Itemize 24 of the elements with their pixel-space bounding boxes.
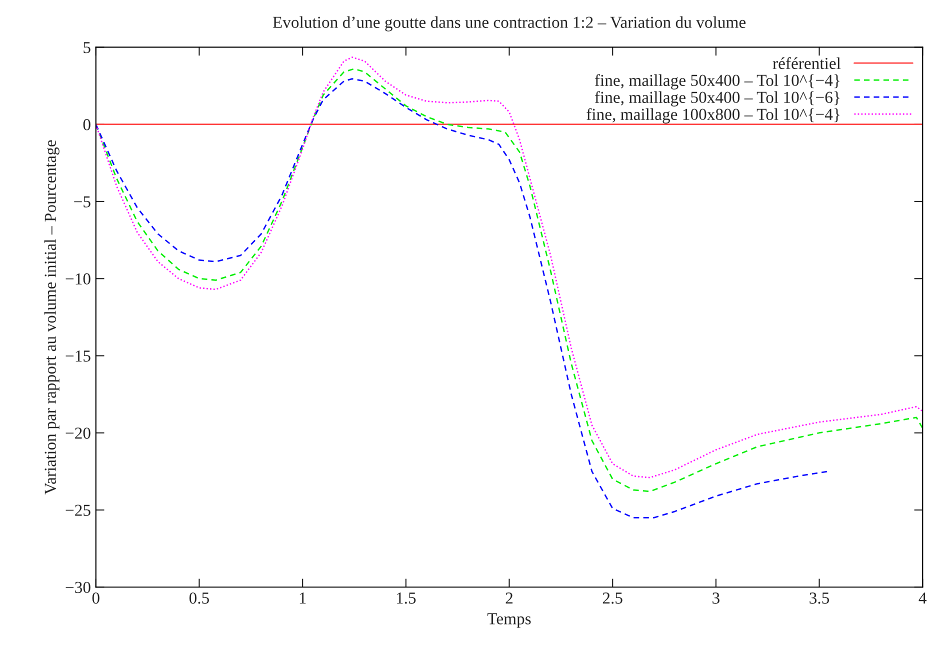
y-tick-label: −15 (66, 350, 90, 362)
legend-label: fine, maillage 100x800 – Tol 10^{−4} (586, 108, 840, 124)
y-tick-label: −25 (66, 504, 90, 516)
legend-label: référentiel (772, 57, 841, 70)
y-tick-label: −20 (66, 428, 90, 439)
x-tick-label: 1 (300, 592, 306, 604)
x-tick-label: 2.5 (602, 592, 622, 604)
x-tick-label: 3 (712, 592, 720, 604)
y-tick-label: 0 (83, 119, 90, 130)
x-tick-label: 0 (92, 592, 100, 604)
x-tick-label: 2 (506, 592, 513, 604)
y-axis-title: Variation par rapport au volume initial – Pourcentage (44, 140, 60, 494)
chart-title: Evolution d’une goutte dans une contraction 1:2 – Variation du volume (272, 16, 746, 32)
y-tick-label: −30 (66, 582, 90, 594)
x-tick-label: 4 (918, 592, 927, 604)
x-axis-title: Temps (487, 613, 531, 628)
y-tick-label: −10 (66, 273, 90, 285)
legend-label: fine, maillage 50x400 – Tol 10^{−4} (594, 74, 840, 90)
legend-label: fine, maillage 50x400 – Tol 10^{−6} (594, 91, 840, 106)
x-tick-label: 1.5 (396, 592, 416, 604)
x-tick-label: 3.5 (810, 592, 830, 604)
y-tick-label: −5 (74, 196, 90, 208)
x-tick-label: 0.5 (189, 592, 209, 604)
y-tick-label: 5 (84, 42, 90, 54)
